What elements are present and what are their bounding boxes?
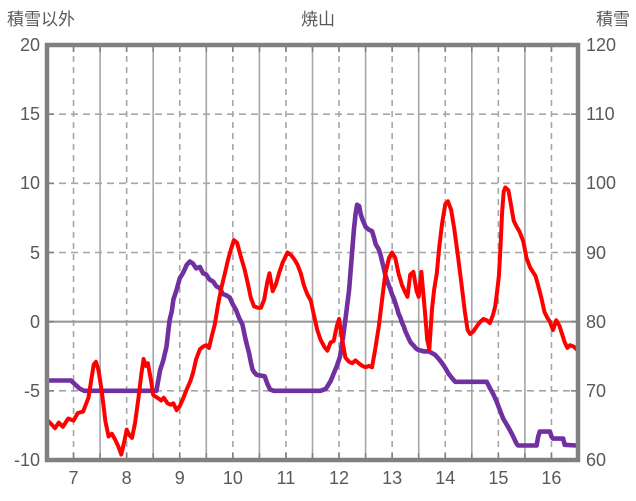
plot-frame <box>44 42 581 463</box>
x-tick-label: 16 <box>541 468 562 488</box>
right-y-tick-label: 120 <box>586 35 617 55</box>
series-line-temp <box>45 185 579 457</box>
x-tick-label: 8 <box>121 468 132 488</box>
right-y-tick-label: 70 <box>586 380 607 401</box>
chart-title: 焼山 <box>301 10 335 29</box>
left-y-tick-label: 15 <box>19 104 40 125</box>
x-tick-label: 10 <box>222 468 243 488</box>
left-y-tick-label: 20 <box>19 35 40 55</box>
x-tick-label: 15 <box>488 468 509 488</box>
left-y-tick-label: -5 <box>23 380 40 401</box>
x-tick-label: 12 <box>329 468 350 488</box>
right-axis-title: 積雪 <box>596 10 630 29</box>
left-y-tick-label: 0 <box>29 311 40 332</box>
x-tick-label: 11 <box>276 468 296 488</box>
left-axis-title: 積雪以外 <box>7 10 75 29</box>
right-y-tick-label: 60 <box>586 450 607 470</box>
x-tick-label: 7 <box>68 468 79 488</box>
x-tick-label: 14 <box>435 468 456 488</box>
series-line-snow <box>44 202 579 448</box>
right-y-tick-label: 110 <box>586 104 615 125</box>
x-tick-label: 9 <box>174 468 185 488</box>
right-y-tick-label: 100 <box>586 173 617 194</box>
left-y-tick-label: 5 <box>29 242 40 263</box>
x-tick-label: 13 <box>382 468 403 488</box>
left-y-tick-label: -10 <box>13 450 40 470</box>
left-y-tick-label: 10 <box>19 173 40 194</box>
right-y-tick-label: 80 <box>586 311 607 332</box>
right-y-tick-label: 90 <box>586 242 607 263</box>
